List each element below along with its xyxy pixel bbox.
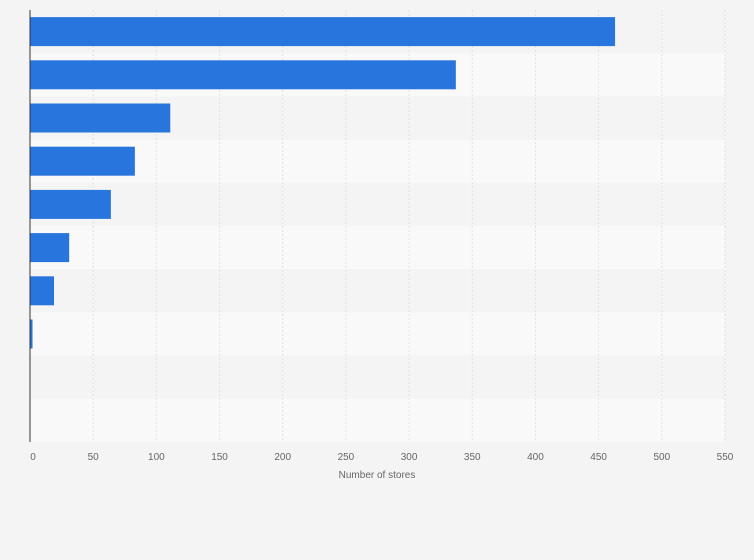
x-tick-label: 500 (653, 452, 670, 463)
x-tick-label: 350 (464, 452, 481, 463)
x-tick-label: 50 (88, 452, 100, 463)
row-band (30, 139, 725, 183)
x-tick-label: 400 (527, 452, 544, 463)
x-tick-label: 550 (717, 452, 734, 463)
row-band (30, 226, 725, 270)
x-tick-label: 200 (274, 452, 291, 463)
bar (30, 189, 111, 219)
x-axis-title: Number of stores (339, 470, 416, 481)
x-tick-label: 250 (338, 452, 355, 463)
bar-series (30, 17, 616, 349)
bar (30, 319, 33, 349)
bar (30, 103, 171, 133)
bar (30, 60, 456, 90)
x-tick-label: 100 (148, 452, 165, 463)
x-tick-label: 150 (211, 452, 228, 463)
row-band (30, 355, 725, 399)
row-band (30, 182, 725, 226)
x-tick-label: 0 (30, 452, 36, 463)
x-axis-ticks: 0 50 100 150 200 250 300 350 400 450 500 550 (30, 452, 734, 463)
row-band (30, 398, 725, 442)
row-band (30, 312, 725, 356)
bar (30, 276, 55, 306)
x-tick-label: 450 (590, 452, 607, 463)
x-tick-label: 300 (401, 452, 418, 463)
bar (30, 146, 135, 176)
row-bands (30, 10, 725, 442)
bar (30, 233, 70, 263)
bar (30, 17, 616, 47)
row-band (30, 269, 725, 313)
